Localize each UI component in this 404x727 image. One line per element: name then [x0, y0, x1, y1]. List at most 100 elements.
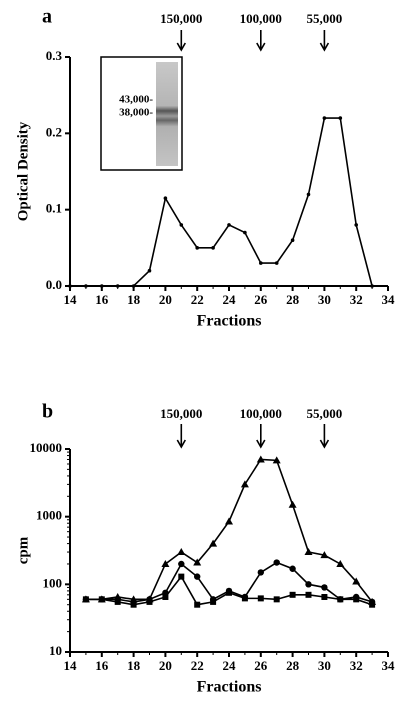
marker: [194, 601, 201, 608]
marker: [240, 480, 249, 488]
marker: [289, 565, 296, 572]
marker: [163, 196, 168, 201]
marker: [256, 455, 265, 463]
marker: [225, 517, 233, 525]
data-line: [85, 561, 373, 603]
annotation-label: 150,000: [160, 11, 202, 26]
marker: [321, 593, 328, 600]
annotation-label: 55,000: [307, 11, 343, 26]
marker: [288, 500, 297, 508]
marker: [353, 596, 360, 603]
x-tick-label: 24: [223, 658, 237, 673]
marker: [354, 223, 359, 227]
marker: [131, 284, 136, 288]
axis: [69, 449, 388, 653]
marker: [272, 456, 281, 464]
marker: [257, 569, 264, 576]
x-tick-label: 26: [254, 658, 268, 673]
x-axis-label: Fractions: [197, 679, 262, 696]
marker: [98, 596, 105, 603]
x-tick-label: 26: [254, 292, 268, 307]
gel-lane: [156, 62, 178, 166]
x-tick-label: 14: [64, 292, 78, 307]
marker: [115, 284, 120, 288]
marker: [290, 238, 295, 242]
annotation-arrow: [256, 30, 266, 52]
marker: [337, 596, 344, 603]
marker: [370, 284, 374, 288]
annotation-label: 55,000: [307, 406, 343, 421]
marker: [289, 591, 296, 598]
x-tick-label: 24: [223, 292, 237, 307]
marker: [162, 593, 169, 600]
annotation-arrow: [176, 30, 186, 52]
x-tick-label: 22: [191, 658, 204, 673]
marker: [369, 601, 376, 608]
marker: [130, 601, 137, 608]
marker: [177, 548, 186, 556]
marker: [193, 558, 202, 566]
x-tick-label: 18: [127, 658, 141, 673]
marker: [210, 598, 217, 605]
annotation-label: 100,000: [240, 11, 282, 26]
marker: [306, 192, 311, 197]
marker: [147, 268, 152, 273]
marker: [338, 116, 343, 120]
y-tick-label: 1000: [36, 508, 62, 523]
marker: [259, 261, 263, 265]
x-axis-label: Fractions: [197, 313, 262, 330]
marker: [195, 246, 199, 250]
x-tick-label: 22: [191, 292, 204, 307]
marker: [273, 559, 280, 566]
y-axis-label: Optical Density: [15, 121, 31, 221]
marker: [257, 595, 264, 602]
data-line: [70, 117, 373, 287]
marker: [273, 596, 280, 603]
y-axis-label: cpm: [15, 536, 31, 564]
marker: [194, 573, 201, 580]
x-tick-label: 28: [286, 658, 300, 673]
x-tick-label: 20: [159, 658, 172, 673]
annotation-arrow: [319, 30, 330, 52]
panel-label: b: [42, 401, 53, 423]
marker: [322, 116, 327, 120]
data-line: [85, 458, 373, 603]
marker: [305, 591, 312, 598]
annotation-label: 150,000: [160, 406, 202, 421]
marker: [226, 589, 232, 596]
x-tick-label: 16: [95, 658, 109, 673]
marker: [84, 284, 88, 288]
annotation-arrow: [319, 424, 330, 449]
marker: [100, 284, 104, 288]
marker: [82, 596, 89, 603]
marker: [146, 598, 153, 605]
marker: [211, 246, 215, 250]
marker: [304, 548, 313, 556]
x-tick-label: 16: [95, 292, 109, 307]
y-tick-label: 0.1: [46, 201, 62, 216]
marker: [241, 595, 248, 602]
marker: [321, 584, 328, 591]
gel-inset: 43,000- 38,000-: [100, 56, 183, 171]
panel-label: a: [42, 6, 52, 28]
marker: [227, 223, 231, 227]
y-tick-label: 0.3: [46, 48, 63, 63]
y-tick-label: 0.2: [46, 124, 62, 139]
y-tick-label: 0.0: [46, 277, 62, 292]
x-tick-label: 30: [318, 658, 331, 673]
marker: [178, 573, 185, 580]
marker: [305, 581, 312, 588]
x-tick-label: 20: [159, 292, 172, 307]
marker: [114, 598, 121, 605]
marker: [352, 577, 361, 585]
x-tick-label: 30: [318, 292, 331, 307]
annotation-arrow: [176, 424, 186, 449]
x-tick-label: 32: [350, 658, 363, 673]
annotation-label: 100,000: [240, 406, 282, 421]
y-tick-label: 100: [43, 575, 63, 590]
marker: [179, 223, 184, 227]
y-tick-label: 10: [49, 643, 62, 658]
x-tick-label: 32: [350, 292, 363, 307]
marker: [274, 261, 279, 265]
